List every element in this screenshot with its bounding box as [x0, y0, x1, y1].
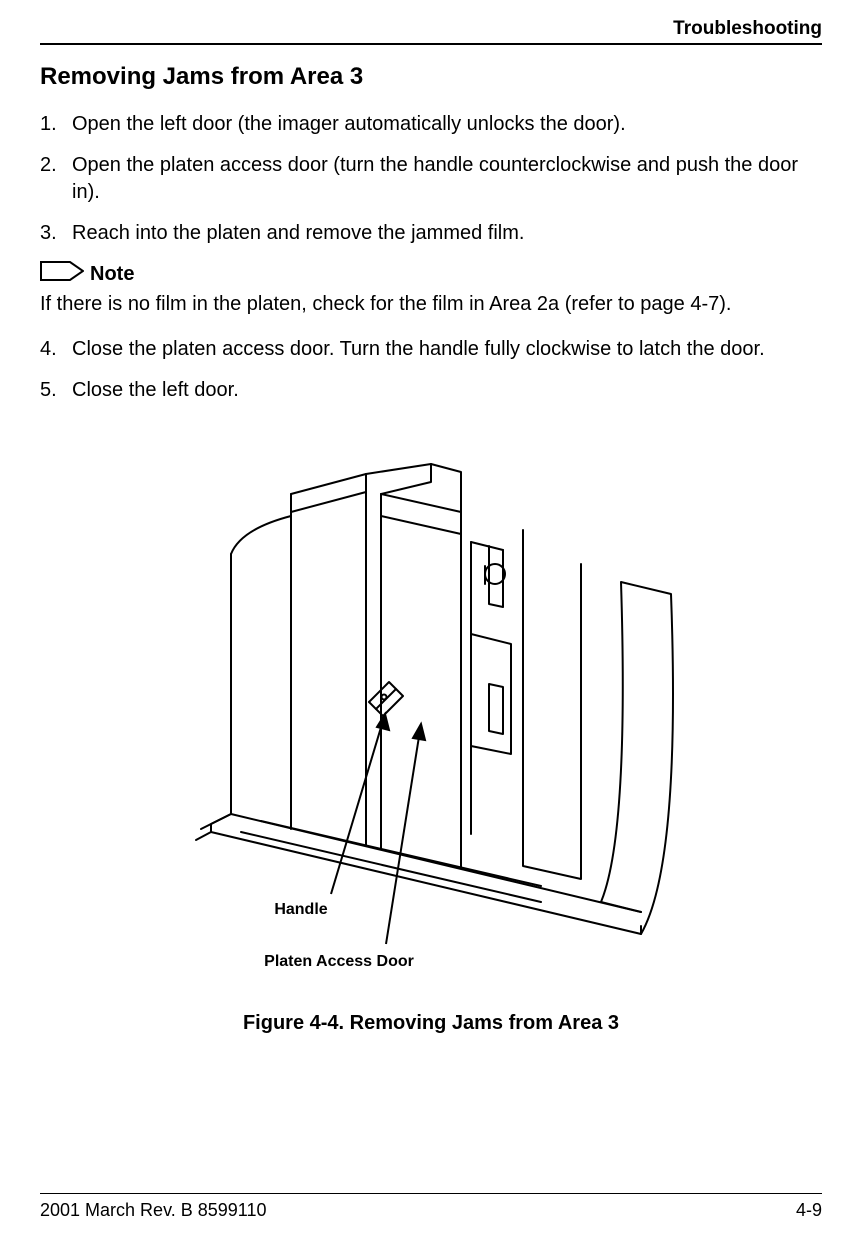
steps-list-2: 4. Close the platen access door. Turn th…	[40, 336, 822, 404]
section-label: Troubleshooting	[673, 18, 822, 39]
step-number: 2.	[40, 152, 72, 206]
figure-caption: Figure 4-4. Removing Jams from Area 3	[40, 1012, 822, 1035]
steps-list-1: 1. Open the left door (the imager automa…	[40, 111, 822, 247]
page-title: Removing Jams from Area 3	[40, 63, 822, 91]
callout-platen-door: Platen Access Door	[264, 953, 414, 970]
footer-line: 2001 March Rev. B 8599110 4-9	[40, 1200, 822, 1221]
step-text: Reach into the platen and remove the jam…	[72, 220, 822, 247]
note-icon	[40, 261, 84, 287]
note-block: Note If there is no film in the platen, …	[40, 261, 822, 318]
step-number: 4.	[40, 336, 72, 363]
step-text: Close the platen access door. Turn the h…	[72, 336, 822, 363]
step-4: 4. Close the platen access door. Turn th…	[40, 336, 822, 363]
note-text: If there is no film in the platen, check…	[40, 291, 822, 318]
footer-rule	[40, 1193, 822, 1194]
footer-right: 4-9	[796, 1200, 822, 1221]
step-text: Open the platen access door (turn the ha…	[72, 152, 822, 206]
callout-handle: Handle	[274, 901, 327, 918]
step-number: 3.	[40, 220, 72, 247]
step-1: 1. Open the left door (the imager automa…	[40, 111, 822, 138]
diagram: Handle Platen Access Door	[171, 434, 691, 994]
figure: Handle Platen Access Door Figure 4-4. Re…	[40, 434, 822, 1035]
step-text: Open the left door (the imager automatic…	[72, 111, 822, 138]
step-text: Close the left door.	[72, 377, 822, 404]
footer: 2001 March Rev. B 8599110 4-9	[40, 1193, 822, 1221]
header: Troubleshooting	[40, 0, 822, 45]
note-label-row: Note	[40, 261, 822, 287]
step-3: 3. Reach into the platen and remove the …	[40, 220, 822, 247]
step-5: 5. Close the left door.	[40, 377, 822, 404]
step-number: 5.	[40, 377, 72, 404]
note-label: Note	[90, 263, 134, 286]
footer-left: 2001 March Rev. B 8599110	[40, 1200, 266, 1221]
step-number: 1.	[40, 111, 72, 138]
step-2: 2. Open the platen access door (turn the…	[40, 152, 822, 206]
